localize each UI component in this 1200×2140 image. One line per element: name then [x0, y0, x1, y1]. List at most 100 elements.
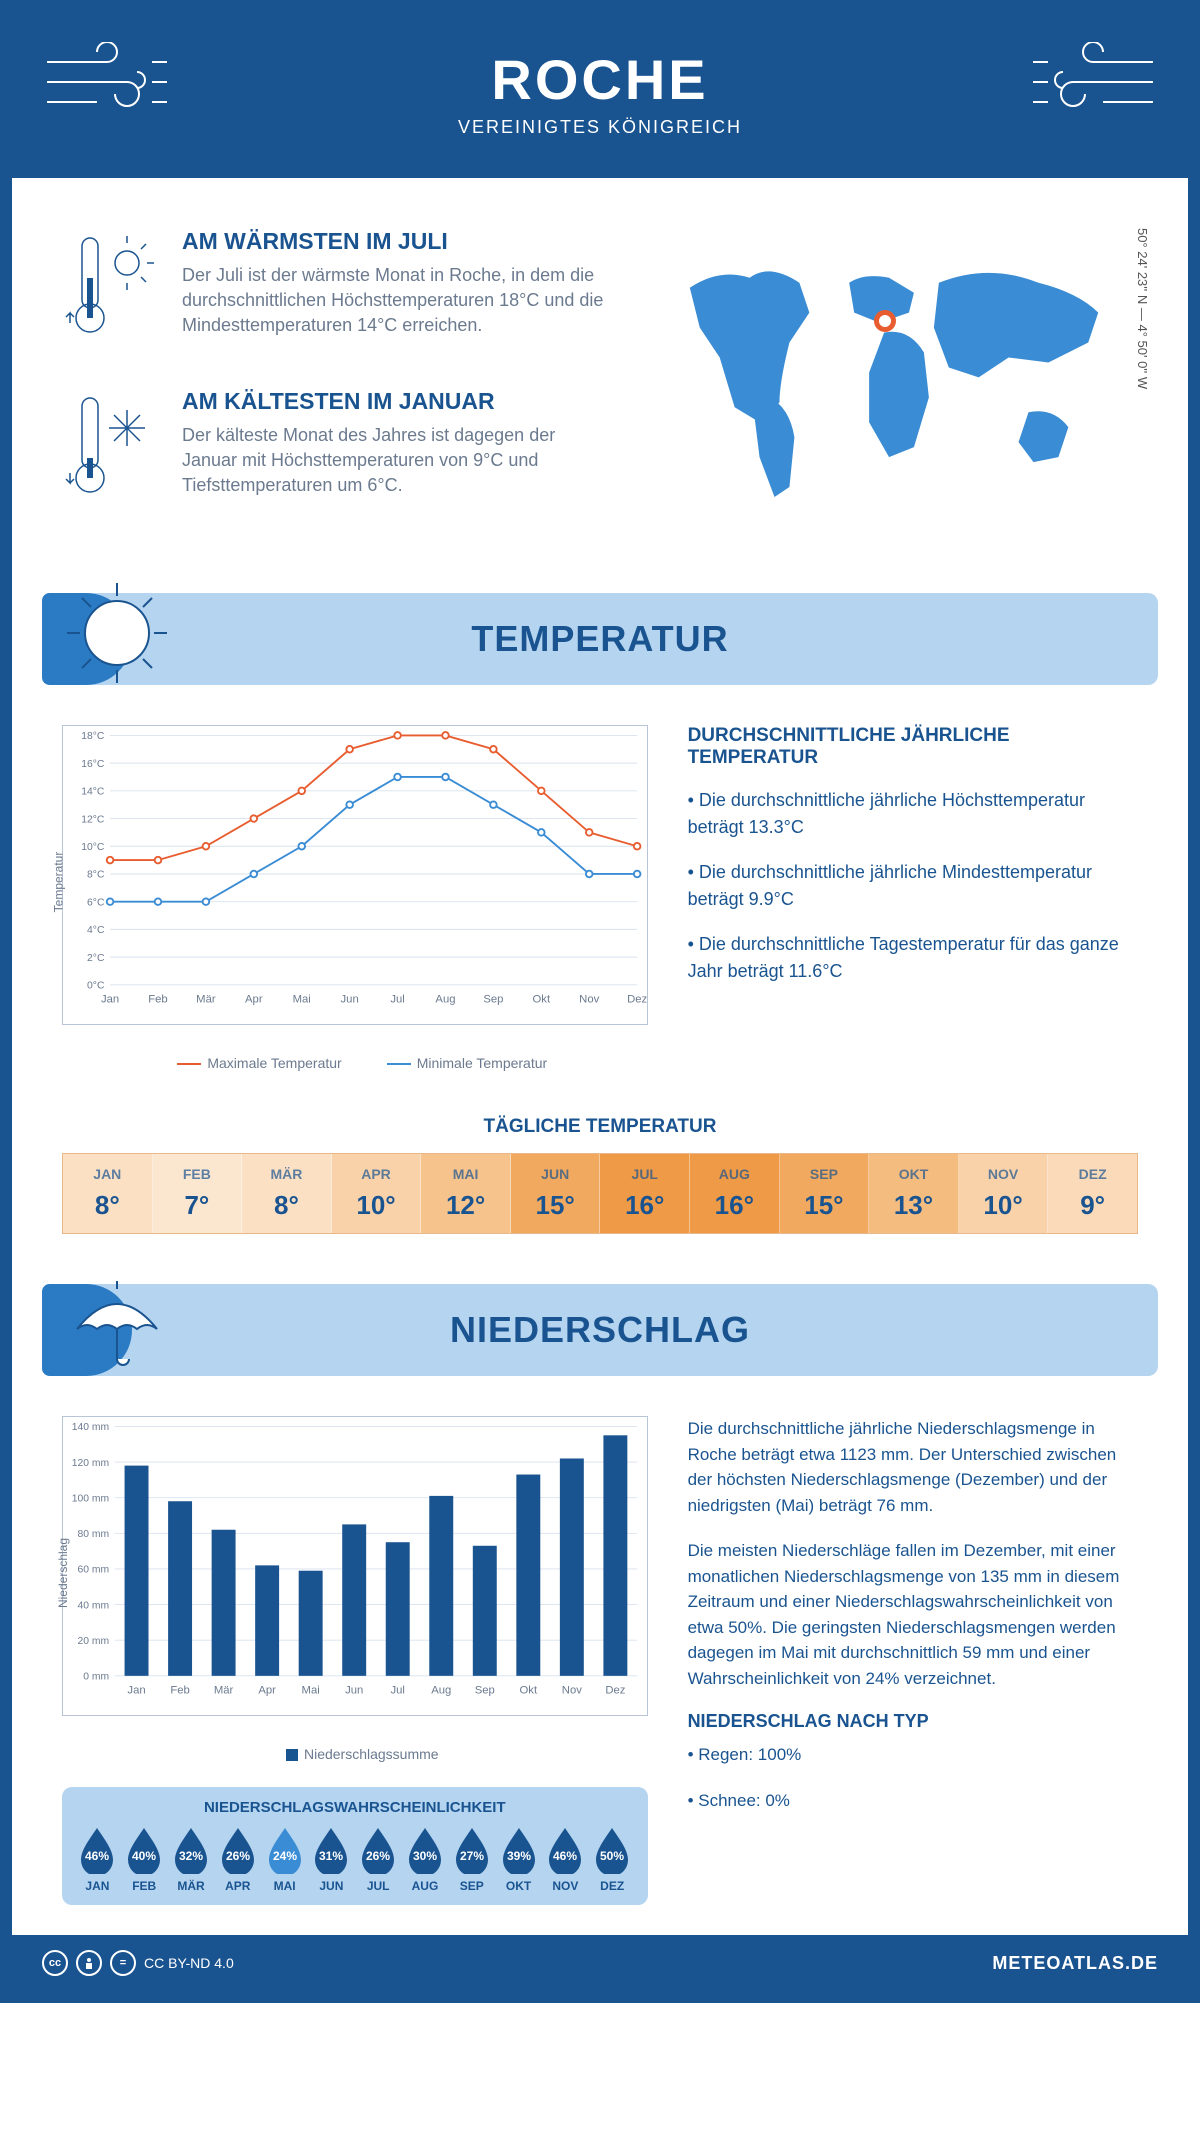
svg-text:Jul: Jul [390, 994, 404, 1006]
svg-text:Jun: Jun [341, 994, 359, 1006]
prob-cell: 30% AUG [402, 1826, 449, 1893]
daily-temp-cell: MÄR 8° [242, 1154, 332, 1233]
wind-icon [1028, 42, 1158, 122]
svg-text:0 mm: 0 mm [83, 1672, 109, 1683]
precipitation-banner: NIEDERSCHLAG [42, 1284, 1158, 1376]
prob-cell: 26% JUL [355, 1826, 402, 1893]
svg-text:Feb: Feb [148, 994, 167, 1006]
svg-text:Aug: Aug [431, 1685, 451, 1697]
svg-text:46%: 46% [553, 1849, 577, 1863]
svg-text:50%: 50% [600, 1849, 624, 1863]
svg-text:20 mm: 20 mm [78, 1636, 110, 1647]
location-country: VEREINIGTES KÖNIGREICH [32, 117, 1168, 138]
svg-text:120 mm: 120 mm [72, 1458, 109, 1469]
prob-cell: 50% DEZ [589, 1826, 636, 1893]
svg-text:Jun: Jun [345, 1685, 363, 1697]
svg-text:Apr: Apr [258, 1685, 276, 1697]
svg-text:26%: 26% [226, 1849, 250, 1863]
warmest-block: AM WÄRMSTEN IM JULI Der Juli ist der wär… [62, 228, 610, 353]
svg-text:16°C: 16°C [81, 759, 105, 770]
svg-text:Mai: Mai [302, 1685, 320, 1697]
svg-text:27%: 27% [460, 1849, 484, 1863]
precipitation-legend: Niederschlagssumme [62, 1746, 648, 1762]
sun-icon [62, 578, 172, 688]
umbrella-icon [62, 1269, 172, 1379]
svg-text:140 mm: 140 mm [72, 1422, 109, 1433]
daily-temp-cell: APR 10° [332, 1154, 422, 1233]
svg-text:8°C: 8°C [87, 870, 105, 881]
svg-text:24%: 24% [273, 1849, 297, 1863]
thermometer-hot-icon [62, 228, 162, 353]
nd-icon: = [110, 1950, 136, 1976]
svg-text:Sep: Sep [483, 994, 503, 1006]
svg-text:Aug: Aug [435, 994, 455, 1006]
svg-text:Jan: Jan [101, 994, 119, 1006]
precip-text-2: Die meisten Niederschläge fallen im Deze… [688, 1538, 1138, 1691]
svg-text:100 mm: 100 mm [72, 1493, 109, 1504]
prob-cell: 39% OKT [495, 1826, 542, 1893]
precipitation-chart: 0 mm 20 mm 40 mm 60 mm 80 mm 100 mm 120 mm 140 … [62, 1416, 648, 1716]
svg-text:10°C: 10°C [81, 842, 105, 853]
svg-text:Sep: Sep [475, 1685, 495, 1697]
svg-text:Jan: Jan [127, 1685, 145, 1697]
svg-text:Apr: Apr [245, 994, 263, 1006]
svg-text:6°C: 6°C [87, 897, 105, 908]
temp-bullet: • Die durchschnittliche jährliche Höchst… [688, 787, 1138, 841]
svg-text:Dez: Dez [605, 1685, 625, 1697]
daily-temp-title: TÄGLICHE TEMPERATUR [12, 1116, 1188, 1138]
daily-temp-cell: SEP 15° [780, 1154, 870, 1233]
daily-temp-cell: OKT 13° [869, 1154, 959, 1233]
svg-text:60 mm: 60 mm [78, 1565, 110, 1576]
svg-text:80 mm: 80 mm [78, 1529, 110, 1540]
header: ROCHE VEREINIGTES KÖNIGREICH [12, 12, 1188, 178]
svg-text:Mär: Mär [214, 1685, 234, 1697]
daily-temp-cell: MAI 12° [421, 1154, 511, 1233]
precipitation-title: NIEDERSCHLAG [67, 1309, 1133, 1351]
world-map [640, 228, 1138, 512]
svg-text:26%: 26% [366, 1849, 390, 1863]
svg-text:Mai: Mai [293, 994, 311, 1006]
svg-text:18°C: 18°C [81, 731, 105, 742]
svg-text:40%: 40% [132, 1849, 156, 1863]
svg-text:4°C: 4°C [87, 925, 105, 936]
daily-temp-cell: JUN 15° [511, 1154, 601, 1233]
svg-text:31%: 31% [319, 1849, 343, 1863]
svg-text:14°C: 14°C [81, 787, 105, 798]
daily-temp-cell: NOV 10° [959, 1154, 1049, 1233]
daily-temp-cell: DEZ 9° [1048, 1154, 1137, 1233]
precipitation-probability-box: NIEDERSCHLAGSWAHRSCHEINLICHKEIT 46% JAN … [62, 1787, 648, 1905]
coldest-title: AM KÄLTESTEN IM JANUAR [182, 388, 610, 415]
svg-text:Jul: Jul [391, 1685, 405, 1697]
prob-cell: 46% NOV [542, 1826, 589, 1893]
cc-icon: cc [42, 1950, 68, 1976]
site-name: METEOATLAS.DE [992, 1953, 1158, 1974]
prob-cell: 26% APR [214, 1826, 261, 1893]
warmest-title: AM WÄRMSTEN IM JULI [182, 228, 610, 255]
daily-temp-cell: FEB 7° [153, 1154, 243, 1233]
license-text: CC BY-ND 4.0 [144, 1955, 234, 1971]
prob-cell: 31% JUN [308, 1826, 355, 1893]
daily-temp-cell: AUG 16° [690, 1154, 780, 1233]
svg-text:46%: 46% [85, 1849, 109, 1863]
infographic-frame: ROCHE VEREINIGTES KÖNIGREICH AM WÄRMSTEN… [0, 0, 1200, 2003]
svg-text:40 mm: 40 mm [78, 1600, 110, 1611]
svg-text:2°C: 2°C [87, 953, 105, 964]
svg-text:Mär: Mär [196, 994, 216, 1006]
svg-text:12°C: 12°C [81, 814, 105, 825]
coldest-text: Der kälteste Monat des Jahres ist dagege… [182, 423, 610, 499]
temperature-banner: TEMPERATUR [42, 593, 1158, 685]
location-title: ROCHE [32, 47, 1168, 112]
svg-text:0°C: 0°C [87, 981, 105, 992]
temp-bullet: • Die durchschnittliche jährliche Mindes… [688, 859, 1138, 913]
svg-text:30%: 30% [413, 1849, 437, 1863]
prob-cell: 27% SEP [448, 1826, 495, 1893]
svg-text:Nov: Nov [562, 1685, 582, 1697]
precip-type-line: • Regen: 100% [688, 1742, 1138, 1768]
temp-desc-title: DURCHSCHNITTLICHE JÄHRLICHE TEMPERATUR [688, 725, 1138, 769]
warmest-text: Der Juli ist der wärmste Monat in Roche,… [182, 263, 610, 339]
prob-cell: 40% FEB [121, 1826, 168, 1893]
by-icon [76, 1950, 102, 1976]
svg-text:Feb: Feb [170, 1685, 189, 1697]
temperature-chart: 0°C 2°C 4°C 6°C 8°C 10°C 12°C 14°C 16°C 18°C Jan Fe… [62, 725, 648, 1071]
daily-temp-table: JAN 8° FEB 7° MÄR 8° APR 10° MAI 12° JUN… [62, 1153, 1138, 1234]
